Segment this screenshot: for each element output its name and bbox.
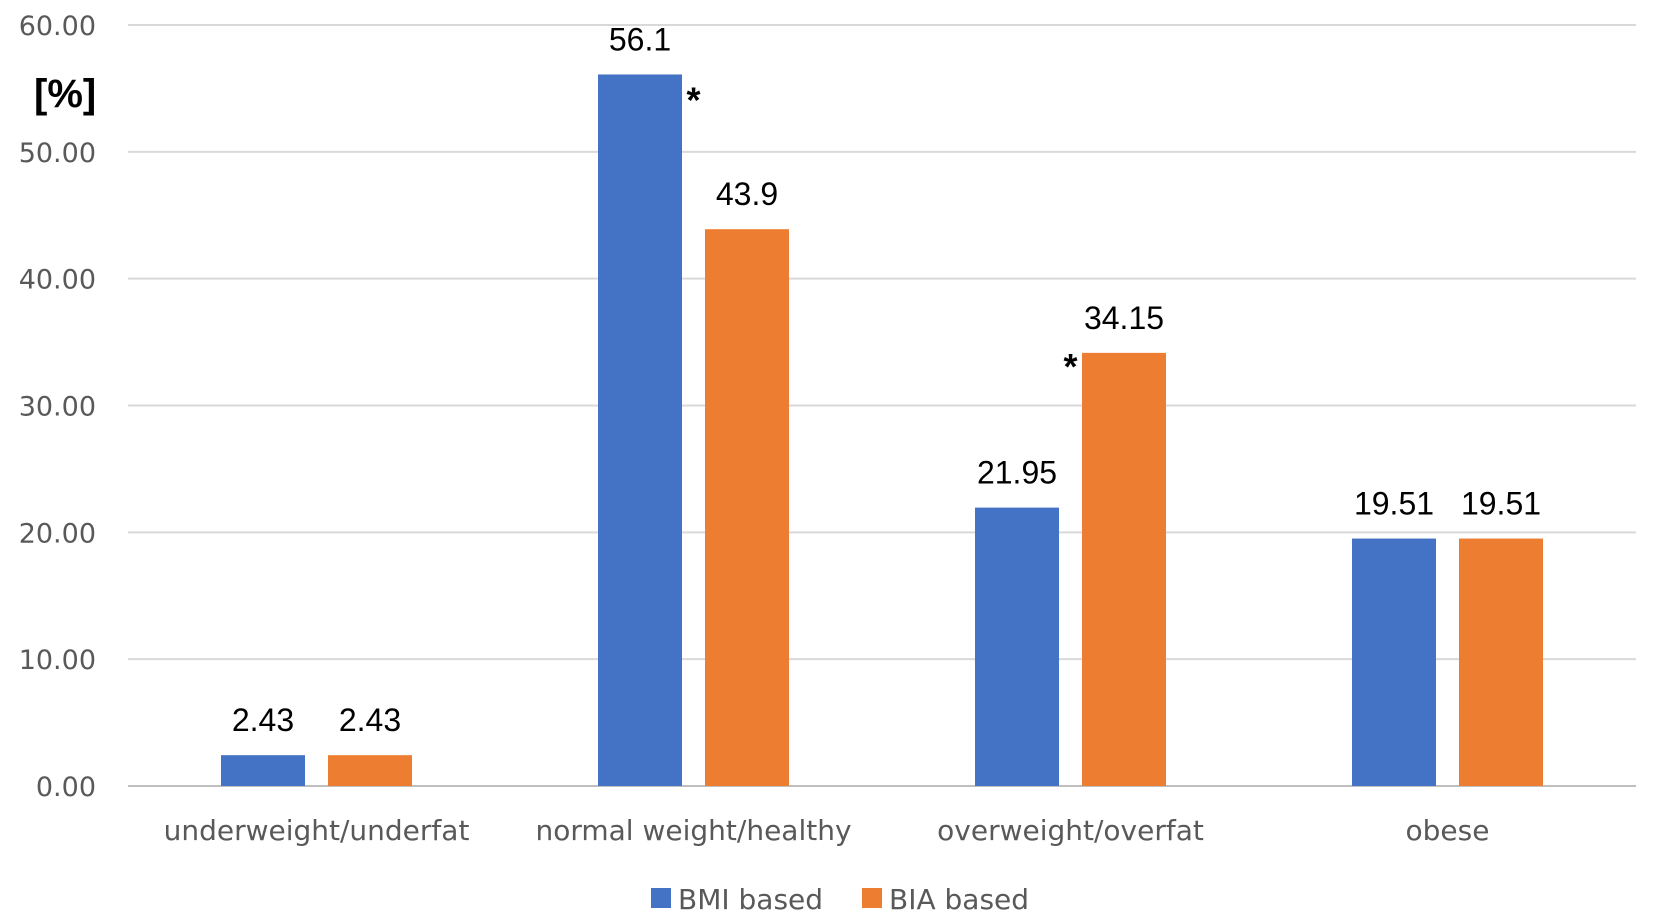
bar-bia-1 [705, 229, 789, 786]
bar-bmi-0 [221, 755, 305, 786]
y-tick-label: 60.00 [19, 11, 96, 42]
legend-label-bmi: BMI based [678, 883, 823, 916]
data-label: 43.9 [716, 176, 778, 212]
legend-swatch-bmi [651, 888, 671, 908]
data-labels: 2.43 2.43 56.1 43.9 21.95 34.15 19.51 19.51 [232, 21, 1541, 738]
legend-label-bia: BIA based [889, 883, 1029, 916]
significance-asterisk: * [1063, 346, 1077, 387]
data-label: 19.51 [1461, 486, 1541, 522]
bar-bmi-2 [975, 507, 1059, 786]
x-axis-category-labels: underweight/underfat normal weight/health… [164, 814, 1490, 847]
y-tick-label: 0.00 [36, 772, 96, 803]
data-label: 56.1 [609, 21, 671, 57]
category-label: obese [1406, 814, 1490, 847]
bar-bia-3 [1459, 538, 1543, 786]
y-tick-label: 30.00 [19, 392, 96, 423]
bar-bia-2 [1082, 352, 1166, 786]
y-tick-label: 40.00 [19, 265, 96, 296]
significance-markers: ** [686, 79, 1077, 386]
data-label: 21.95 [977, 455, 1057, 491]
bar-bia-0 [328, 755, 412, 786]
bars [221, 74, 1543, 787]
y-axis-unit-label: [%] [34, 72, 96, 116]
significance-asterisk: * [686, 79, 700, 120]
data-label: 2.43 [232, 702, 294, 738]
legend: BMI based BIA based [651, 883, 1029, 916]
y-tick-label: 50.00 [19, 138, 96, 169]
y-tick-label: 10.00 [19, 645, 96, 676]
y-tick-label: 20.00 [19, 518, 96, 549]
category-label: normal weight/healthy [535, 814, 851, 847]
y-axis-tick-labels: 0.00 10.00 20.00 30.00 40.00 50.00 60.00 [19, 11, 96, 803]
category-label: underweight/underfat [164, 814, 470, 847]
gridlines [128, 24, 1636, 787]
bar-bmi-3 [1352, 538, 1436, 786]
category-label: overweight/overfat [937, 814, 1204, 847]
legend-swatch-bia [862, 888, 882, 908]
data-label: 34.15 [1084, 300, 1164, 336]
data-label: 19.51 [1354, 486, 1434, 522]
bar-bmi-1 [598, 74, 682, 787]
data-label: 2.43 [339, 702, 401, 738]
